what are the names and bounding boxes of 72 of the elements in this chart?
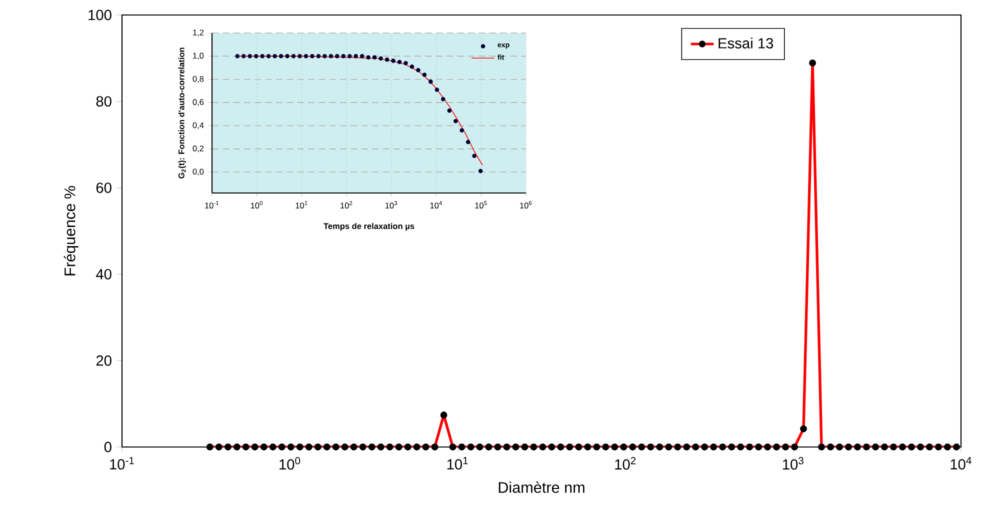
point — [272, 54, 277, 58]
point — [310, 54, 314, 58]
x-tick-label: 10$^{0}$ — [250, 201, 263, 209]
point — [391, 58, 396, 63]
point — [384, 58, 390, 62]
point — [460, 128, 464, 133]
point — [378, 56, 383, 61]
x-axis-title: Temps de relaxation µs — [324, 223, 414, 231]
x-tick-label: 10$^{2}$ — [340, 201, 352, 209]
point — [422, 72, 427, 77]
point — [248, 54, 252, 58]
point — [304, 54, 308, 58]
point — [278, 54, 284, 58]
point — [285, 54, 290, 58]
x-tick-label: 10$^{3}$ — [386, 201, 398, 209]
point — [348, 54, 352, 58]
x-tick-label: 10$^{4}$ — [430, 201, 442, 208]
point — [453, 118, 458, 124]
point — [428, 80, 433, 84]
point — [434, 88, 440, 92]
point — [366, 55, 370, 60]
y-tick-label: 1,0 — [193, 52, 204, 60]
point — [235, 54, 240, 58]
point — [254, 54, 258, 58]
point — [260, 54, 264, 58]
x-tick-label: 10$^{6}$ — [520, 201, 532, 209]
y-tick-label: 0,6 — [192, 99, 204, 106]
point — [472, 154, 476, 158]
y-tick-label: 0,2 — [192, 146, 204, 152]
point — [328, 54, 334, 58]
point — [404, 61, 408, 66]
point — [322, 54, 327, 58]
y-tick-label: 60 — [96, 182, 112, 193]
point — [341, 54, 346, 58]
point — [397, 60, 402, 64]
x-tick-label: 10$^{-1}$ — [110, 457, 134, 470]
point — [410, 64, 414, 69]
y-tick-label: 20 — [96, 355, 112, 366]
point — [372, 55, 377, 60]
x-axis-title: Diamètre nm — [498, 481, 584, 493]
point — [354, 54, 358, 58]
point — [466, 140, 470, 144]
legend-label: Essai 13 — [718, 38, 774, 48]
x-tick-label: 10$^{0}$ — [280, 457, 300, 470]
y-tick-label: 80 — [96, 96, 112, 107]
y-axis-title: G$_{2}$(t): Fonction d'auto-correlation — [178, 48, 186, 178]
point — [316, 54, 321, 58]
y-tick-label: 0,4 — [192, 122, 204, 130]
y-tick-label: 40 — [96, 269, 112, 280]
x-tick-label: 10$^{2}$ — [615, 457, 636, 470]
point — [360, 54, 364, 58]
y-tick-label: 0 — [104, 442, 112, 452]
x-tick-label: 10$^{3}$ — [782, 457, 804, 470]
y-tick-label: 0,8 — [192, 76, 204, 83]
x-tick-label: 10$^{5}$ — [475, 201, 487, 208]
point — [416, 68, 420, 72]
x-tick-label: 10$^{-1}$ — [205, 201, 219, 208]
x-tick-label: 10$^{1}$ — [296, 201, 308, 208]
x-tick-label: 10$^{1}$ — [447, 457, 468, 470]
y-tick-label: 0,0 — [192, 168, 204, 176]
point — [266, 54, 271, 58]
x-tick-label: 10$^{4}$ — [950, 457, 972, 470]
point — [441, 96, 446, 102]
point — [298, 54, 302, 58]
point — [335, 54, 340, 58]
point — [291, 54, 296, 58]
y-tick-label: 100 — [88, 10, 112, 20]
point — [242, 54, 246, 58]
point — [447, 108, 452, 113]
y-tick-label: 1,2 — [193, 30, 204, 36]
y-axis-title: Fréquence % — [64, 186, 78, 276]
point — [478, 168, 483, 174]
